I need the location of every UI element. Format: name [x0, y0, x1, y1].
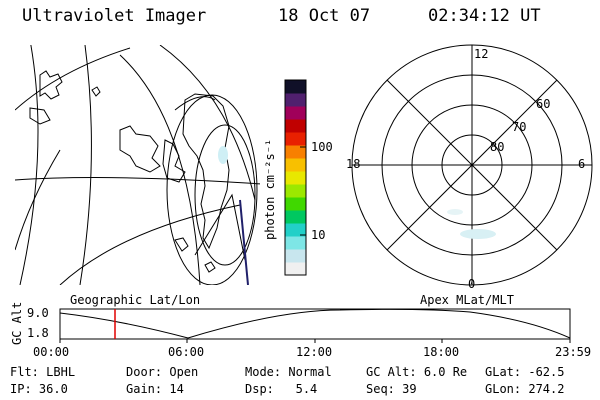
altitude-curve	[59, 308, 571, 339]
colorbar-segment	[285, 197, 306, 211]
status-gc-alt: GC Alt: 6.0 Re	[366, 365, 468, 379]
status-dsp: Dsp: 5.4	[245, 382, 318, 396]
map-grid-line	[174, 96, 216, 111]
status-mode: Mode: Normal	[245, 365, 332, 379]
colorbar-segment	[285, 262, 306, 276]
status-filter: Flt: LBHL	[10, 365, 76, 379]
colorbar-segment	[285, 184, 306, 198]
coastline	[204, 261, 216, 273]
earth-limb-inner	[194, 124, 256, 266]
status-glat: GLat: -62.5	[485, 365, 565, 379]
colorbar-segment	[285, 132, 306, 146]
colorbar-segment	[285, 119, 306, 133]
status-door: Door: Open	[126, 365, 199, 379]
map-grid-line	[194, 193, 246, 261]
colorbar-segment	[285, 223, 306, 237]
colorbar-segment	[285, 93, 306, 107]
colorbar-segment	[285, 145, 306, 159]
map-grid-line	[15, 47, 131, 111]
polar-diagonal	[386, 79, 558, 251]
map-grid-line	[15, 149, 61, 251]
mlt-label-6: 6	[578, 157, 586, 171]
timeline-xtick-1800: 18:00	[423, 345, 460, 359]
map-grid-line	[119, 54, 201, 285]
coastline	[162, 139, 186, 183]
colorbar-tick-10: 10	[311, 228, 326, 242]
coastline	[29, 107, 51, 125]
mlat-label-60: 60	[536, 97, 551, 111]
mlt-label-12: 12	[474, 47, 489, 61]
aurora-emission	[218, 146, 228, 164]
status-gain: Gain: 14	[126, 382, 184, 396]
colorbar-segment	[285, 80, 306, 94]
map-grid-line	[59, 204, 241, 285]
aurora-emission	[460, 229, 496, 239]
mlat-label-70: 70	[512, 120, 527, 134]
timeline-xtick-0000: 00:00	[33, 345, 70, 359]
coastline	[174, 237, 189, 252]
time-label: 02:34:12 UT	[428, 6, 541, 26]
earth-limb	[166, 94, 258, 285]
coastline	[182, 93, 230, 250]
timeline-ytick-1.8: 1.8	[27, 326, 49, 340]
colorbar-tick-100: 100	[311, 140, 333, 154]
map-grid-line	[79, 45, 92, 285]
aurora-emission	[447, 209, 463, 215]
coastline	[119, 125, 161, 173]
colorbar-segment	[285, 210, 306, 224]
coastline	[91, 86, 101, 97]
colorbar-segment	[285, 236, 306, 250]
app-title: Ultraviolet Imager	[22, 6, 207, 26]
mlt-label-18: 18	[346, 157, 361, 171]
timeline-xtick-0600: 06:00	[168, 345, 205, 359]
map-grid-line	[19, 45, 39, 285]
coastline	[39, 70, 63, 100]
timeline-ytick-9: 9.0	[27, 306, 49, 320]
date-label: 18 Oct 07	[278, 6, 371, 26]
map-grid-line	[159, 45, 256, 201]
timeline-left-label: Geographic Lat/Lon	[70, 293, 201, 307]
colorbar-segment	[285, 171, 306, 185]
coastline	[239, 199, 249, 285]
mlat-label-80: 80	[490, 140, 505, 154]
map-grid-line	[15, 177, 260, 185]
timeline-xtick-2359: 23:59	[555, 345, 592, 359]
timeline-right-label: Apex MLat/MLT	[420, 293, 514, 307]
status-glon: GLon: 274.2	[485, 382, 565, 396]
colorbar-segment	[285, 158, 306, 172]
mlt-label-0: 0	[468, 277, 476, 291]
colorbar-segment	[285, 106, 306, 120]
status-ip: IP: 36.0	[10, 382, 68, 396]
colorbar-segment	[285, 249, 306, 263]
timeline-xtick-1200: 12:00	[296, 345, 333, 359]
status-seq: Seq: 39	[366, 382, 417, 396]
